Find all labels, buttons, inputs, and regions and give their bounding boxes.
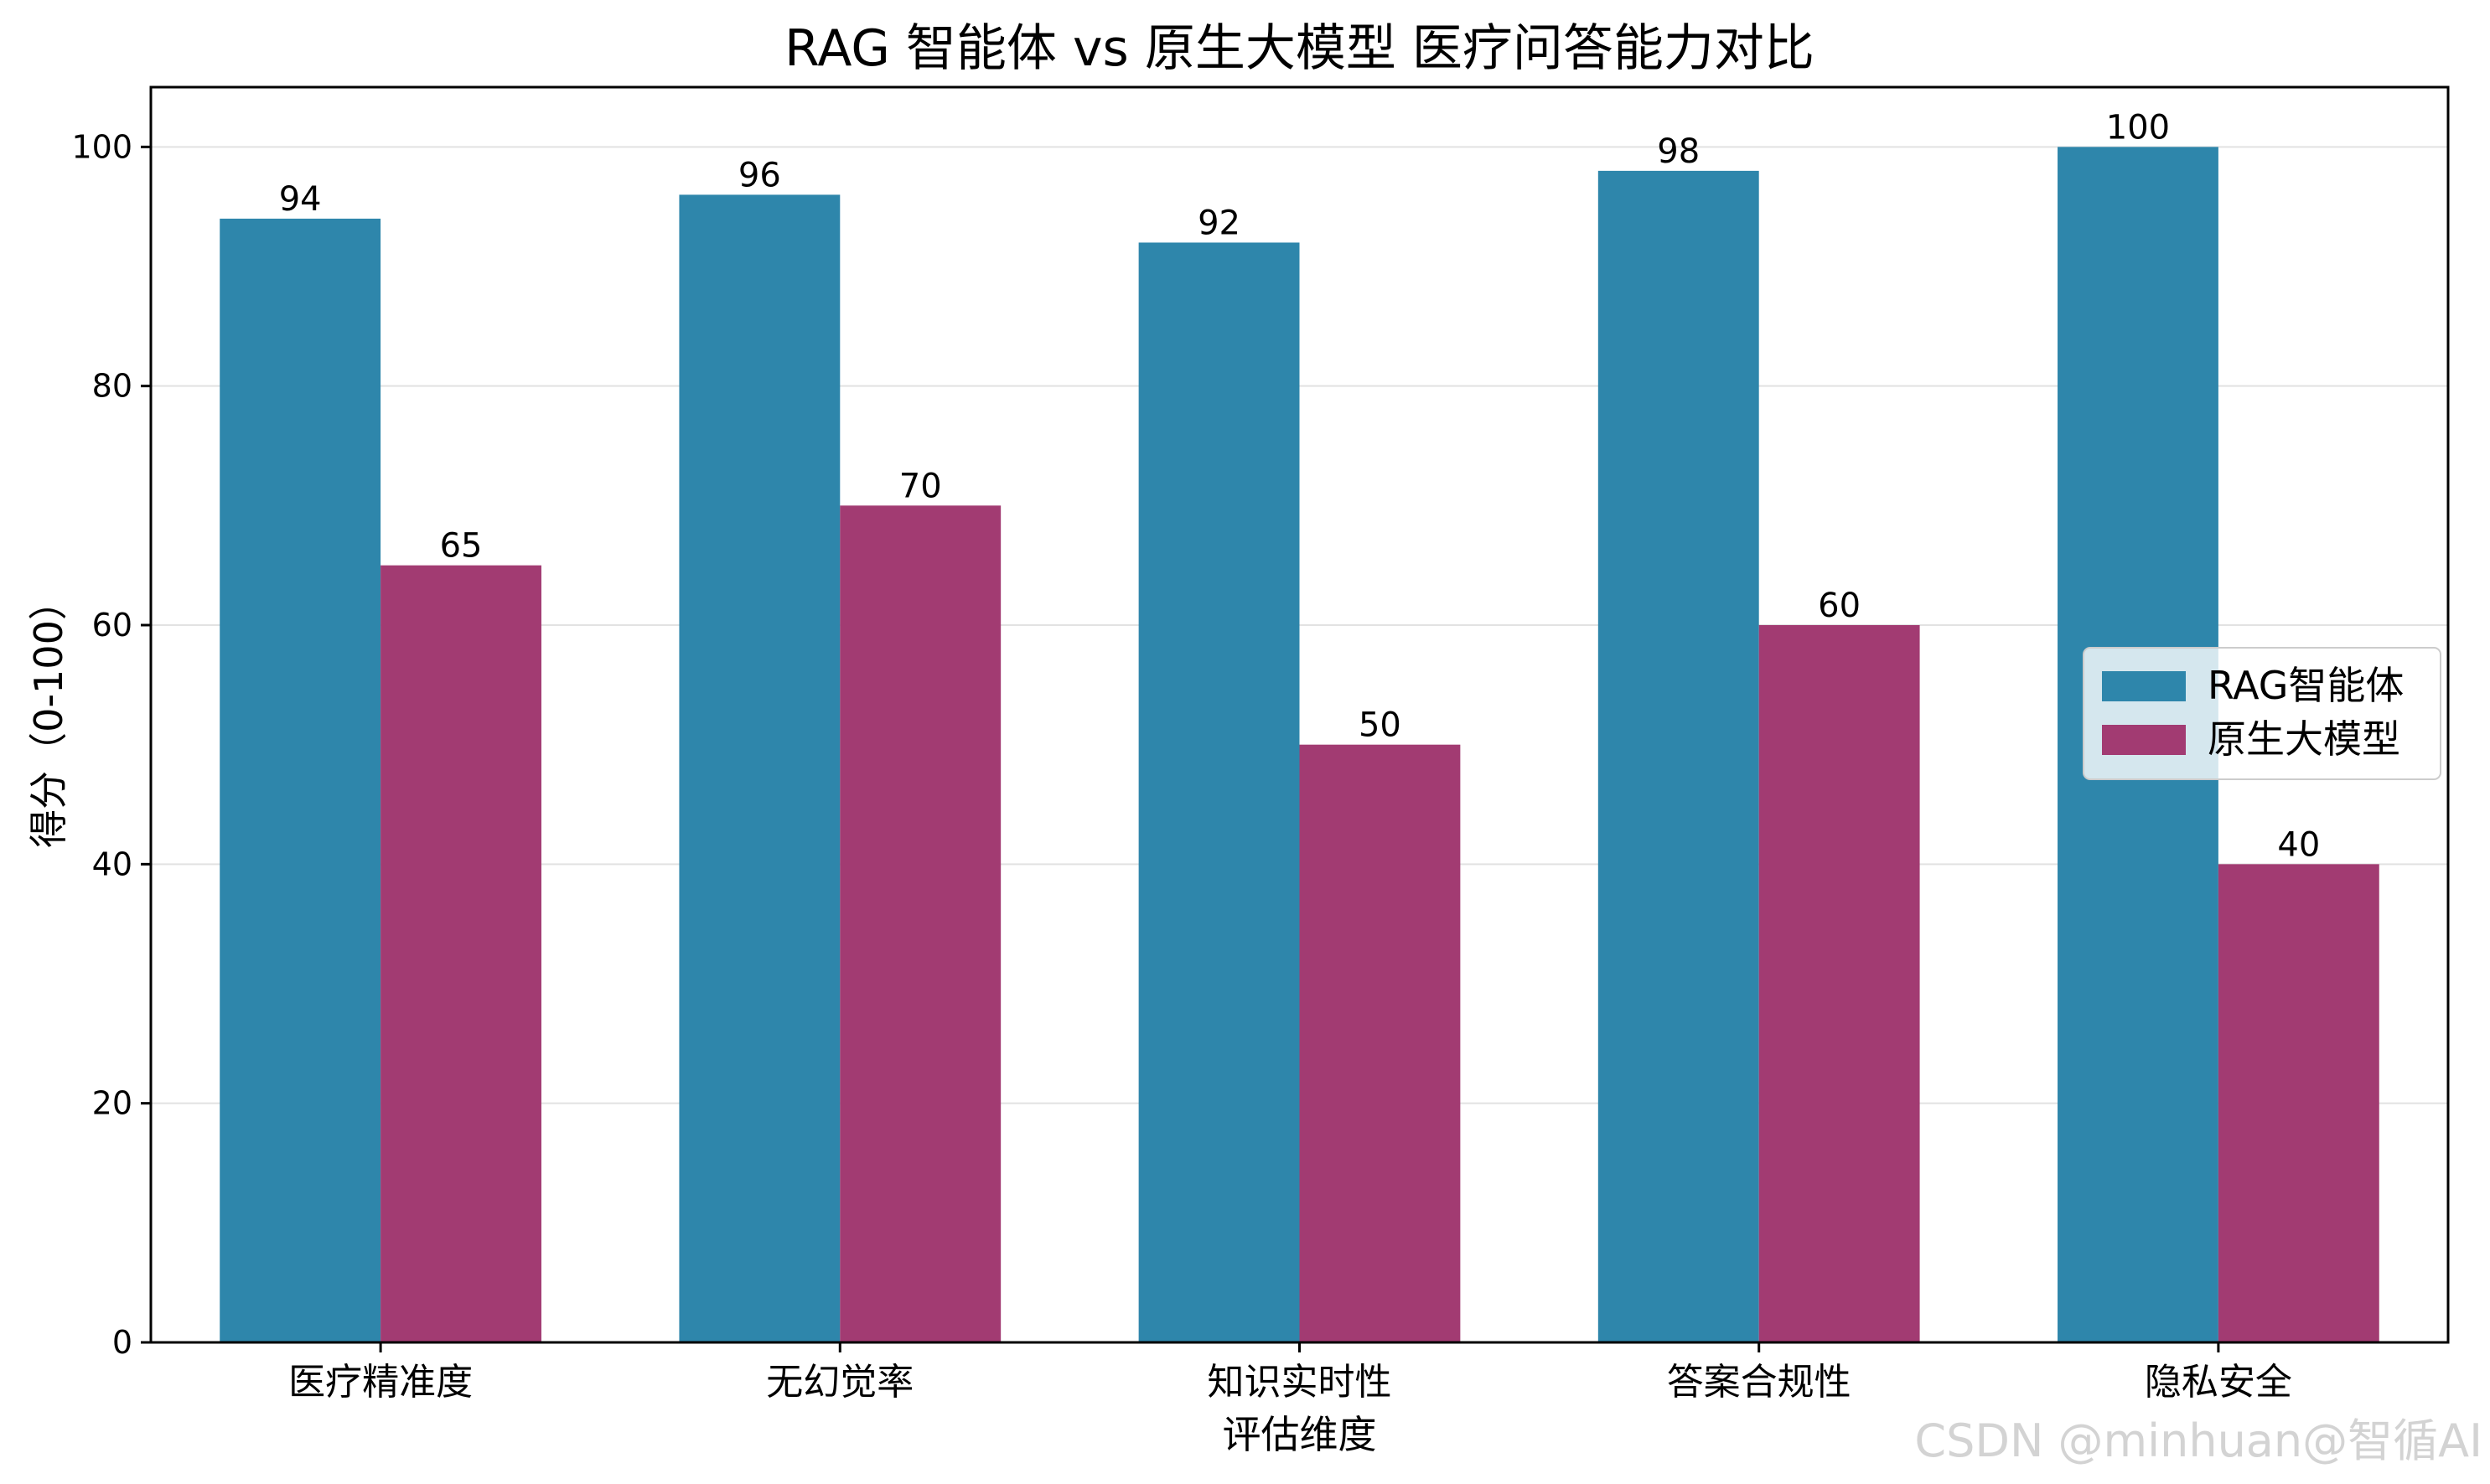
legend-swatch [2102,725,2186,755]
y-tick-label: 100 [71,128,132,165]
data-labels: 94 65 96 70 92 50 98 60 100 40 [279,108,2321,864]
bar-native [840,505,1002,1342]
data-label: 50 [1359,706,1401,745]
legend-label: RAG智能体 [2208,663,2404,708]
data-label: 60 [1818,587,1861,625]
y-tick-label: 0 [112,1324,132,1361]
legend-swatch [2102,671,2186,701]
bars [220,147,2379,1342]
y-tick-label: 80 [92,368,132,405]
data-label: 100 [2106,108,2170,147]
y-axis-label: 得分（0-100） [26,582,71,848]
data-label: 92 [1198,204,1240,242]
data-label: 70 [899,467,942,505]
x-axis-label: 评估维度 [1223,1412,1377,1457]
y-tick-label: 60 [92,607,132,644]
bar-rag [1138,242,1300,1342]
chart-title: RAG 智能体 vs 原生大模型 医疗问答能力对比 [784,19,1814,78]
watermark: CSDN @minhuan@智循AI [1914,1414,2482,1467]
bar-rag [1597,170,1759,1342]
data-label: 96 [738,156,781,194]
x-tick-label: 医疗精准度 [288,1361,473,1404]
bar-native [380,565,541,1342]
x-tick-label: 知识实时性 [1208,1361,1392,1404]
y-tick-label: 20 [92,1085,132,1122]
x-tick-label: 无幻觉率 [766,1361,914,1404]
bar-rag [220,218,381,1342]
data-label: 98 [1657,132,1700,171]
axis-ticks: 0 20 40 60 80 100 医疗精准度 无幻觉率 知识实时性 答案合规性 隐私安全 [71,128,2291,1404]
data-label: 94 [279,180,322,219]
x-tick-label: 隐私安全 [2145,1361,2292,1404]
bar-native [1758,625,1920,1342]
y-tick-label: 40 [92,845,132,882]
legend-label: 原生大模型 [2208,716,2400,762]
bar-native [1299,744,1461,1342]
bar-native [2218,864,2379,1342]
data-label: 40 [2277,825,2320,864]
bar-rag [679,194,841,1342]
x-tick-label: 答案合规性 [1667,1361,1851,1404]
data-label: 65 [440,527,483,566]
